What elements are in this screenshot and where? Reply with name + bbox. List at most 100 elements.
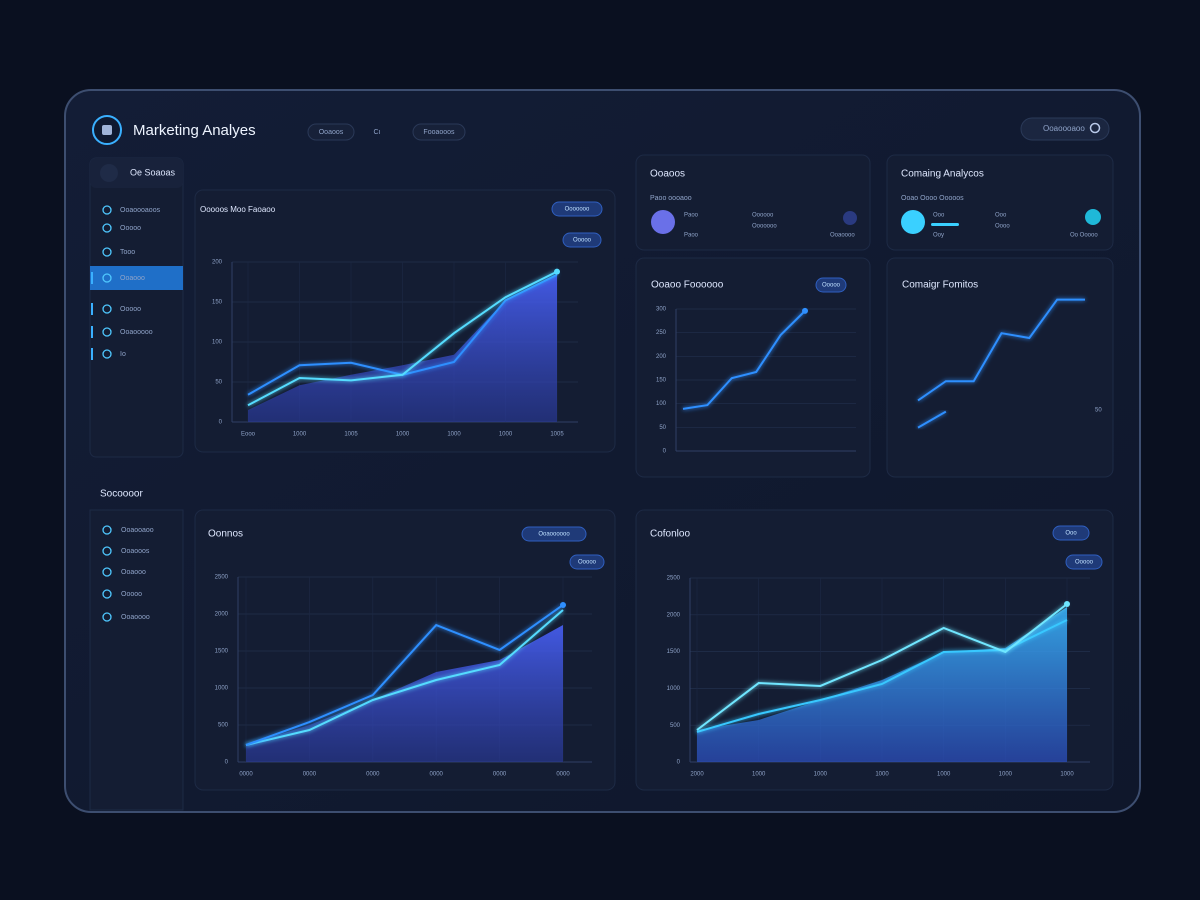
item-icon xyxy=(102,525,112,535)
chart-panel xyxy=(886,257,1114,478)
x-tick-label: 1000 xyxy=(999,772,1013,778)
x-tick-label: 0000 xyxy=(556,772,570,778)
item-icon xyxy=(102,247,112,257)
item-icon xyxy=(102,349,112,359)
sidebar-title: Oe Soaoas xyxy=(130,167,176,177)
chart-title: Ooooos Moo Faoaoo xyxy=(200,205,276,214)
line xyxy=(917,298,1085,402)
y-tick-label: 100 xyxy=(656,401,667,407)
x-tick-label: 1000 xyxy=(752,772,766,778)
y-tick-label: 2500 xyxy=(215,575,229,581)
item-icon xyxy=(102,567,112,577)
card-title: Comaing Analycos xyxy=(901,169,984,180)
x-tick-label: 1000 xyxy=(1060,772,1074,778)
line xyxy=(245,609,564,746)
sidebar-item[interactable]: Ooooo xyxy=(120,225,141,232)
y-tick-label: 1500 xyxy=(215,649,229,655)
app-title: Marketing Analyes xyxy=(133,122,256,139)
chart-title: Ooaoo Foooooo xyxy=(651,280,724,291)
end-point xyxy=(554,268,560,275)
icon xyxy=(1085,209,1101,225)
item-marker xyxy=(91,326,93,338)
item-marker xyxy=(91,303,93,315)
x-tick-label: 0000 xyxy=(430,772,444,778)
sidebar-item[interactable]: Ooaooo xyxy=(121,569,146,576)
sidebar-item[interactable]: Ooaoooo xyxy=(121,614,150,621)
tab-label: Ooaoos xyxy=(319,129,344,136)
stat-card xyxy=(635,154,871,251)
y-tick-label: 500 xyxy=(218,723,229,729)
sidebar-item[interactable]: Ooaoooaoos xyxy=(120,207,161,214)
badge[interactable] xyxy=(562,232,602,248)
badge[interactable] xyxy=(569,554,605,570)
annotation: 50 xyxy=(1095,408,1102,414)
card-label: Oo Ooooo xyxy=(1070,233,1098,239)
y-tick-label: 0 xyxy=(663,449,667,455)
sidebar-icon xyxy=(100,164,118,182)
search-box[interactable] xyxy=(1020,117,1110,141)
x-tick-label: 1000 xyxy=(499,432,513,438)
sidebar-item[interactable]: Ooaooo xyxy=(120,275,145,282)
card-label: Oooo xyxy=(995,224,1010,230)
item-icon xyxy=(102,205,112,215)
sidebar-item[interactable]: Tooo xyxy=(120,249,135,256)
x-tick-label: 1005 xyxy=(550,432,564,438)
line xyxy=(247,270,558,407)
search-icon[interactable] xyxy=(1089,122,1101,134)
sidebar-item[interactable]: Ooooo xyxy=(121,591,142,598)
icon xyxy=(843,211,857,225)
card-label: Paoo xyxy=(684,213,699,219)
y-tick-label: 200 xyxy=(212,260,223,266)
badge-label: Ooooo xyxy=(578,560,597,566)
y-tick-label: 100 xyxy=(212,340,223,346)
badge[interactable] xyxy=(521,526,587,542)
section-title: Socoooor xyxy=(100,489,143,500)
sidebar-item[interactable]: Io xyxy=(120,351,126,358)
progress xyxy=(931,223,959,226)
y-tick-label: 2000 xyxy=(215,612,229,618)
x-tick-label: 1000 xyxy=(875,772,889,778)
y-tick-label: 1500 xyxy=(667,649,681,655)
y-tick-label: 1000 xyxy=(215,686,229,692)
sidebar-item[interactable]: Ooaooos xyxy=(121,548,150,555)
active-item xyxy=(90,266,183,290)
area xyxy=(248,274,557,422)
x-tick-label: 1000 xyxy=(814,772,828,778)
logo-icon xyxy=(102,125,112,135)
x-tick-label: Eooo xyxy=(241,432,256,438)
sidebar-item[interactable]: Ooaooaoo xyxy=(121,527,154,534)
badge[interactable] xyxy=(551,201,603,217)
tab[interactable] xyxy=(307,123,355,141)
card-label: Ooaoooo xyxy=(830,233,855,239)
badge[interactable] xyxy=(1065,554,1103,570)
line xyxy=(696,619,1068,733)
item-icon xyxy=(102,327,112,337)
sidebar-item[interactable]: Ooooo xyxy=(120,306,141,313)
x-tick-label: 2000 xyxy=(690,772,704,778)
y-tick-label: 2500 xyxy=(667,576,681,582)
card-subtitle: Ooao Oooo Ooooos xyxy=(901,195,964,202)
end-point xyxy=(560,601,566,608)
avatar xyxy=(901,210,925,234)
y-tick-label: 250 xyxy=(656,330,667,336)
y-tick-label: 0 xyxy=(677,760,681,766)
area xyxy=(246,625,563,762)
y-tick-label: 0 xyxy=(219,420,223,426)
item-icon xyxy=(102,589,112,599)
sidebar-item[interactable]: Ooaooooo xyxy=(120,329,153,336)
y-tick-label: 200 xyxy=(656,354,667,360)
tab[interactable] xyxy=(412,123,466,141)
card-label: Oooooo xyxy=(752,213,774,219)
line xyxy=(917,410,947,429)
line xyxy=(682,310,806,410)
item-marker xyxy=(91,348,93,360)
item-icon xyxy=(102,546,112,556)
x-tick-label: 0000 xyxy=(366,772,380,778)
card-label: Ooooooo xyxy=(752,224,777,230)
badge[interactable] xyxy=(815,277,847,293)
x-tick-label: 0000 xyxy=(303,772,317,778)
badge-label: Ooaoooooo xyxy=(538,532,570,538)
badge[interactable] xyxy=(1052,525,1090,541)
y-tick-label: 150 xyxy=(656,378,667,384)
